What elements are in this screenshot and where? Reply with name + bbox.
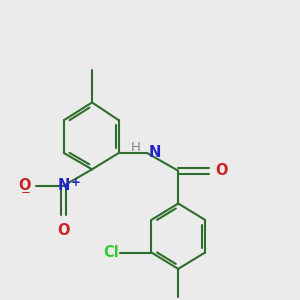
Text: O: O (19, 178, 31, 193)
Text: N: N (58, 178, 70, 193)
Text: −: − (21, 186, 31, 199)
Text: H: H (130, 141, 140, 154)
Text: +: + (70, 176, 80, 189)
Text: N: N (148, 146, 161, 160)
Text: Cl: Cl (103, 245, 119, 260)
Text: O: O (215, 163, 227, 178)
Text: O: O (58, 223, 70, 238)
